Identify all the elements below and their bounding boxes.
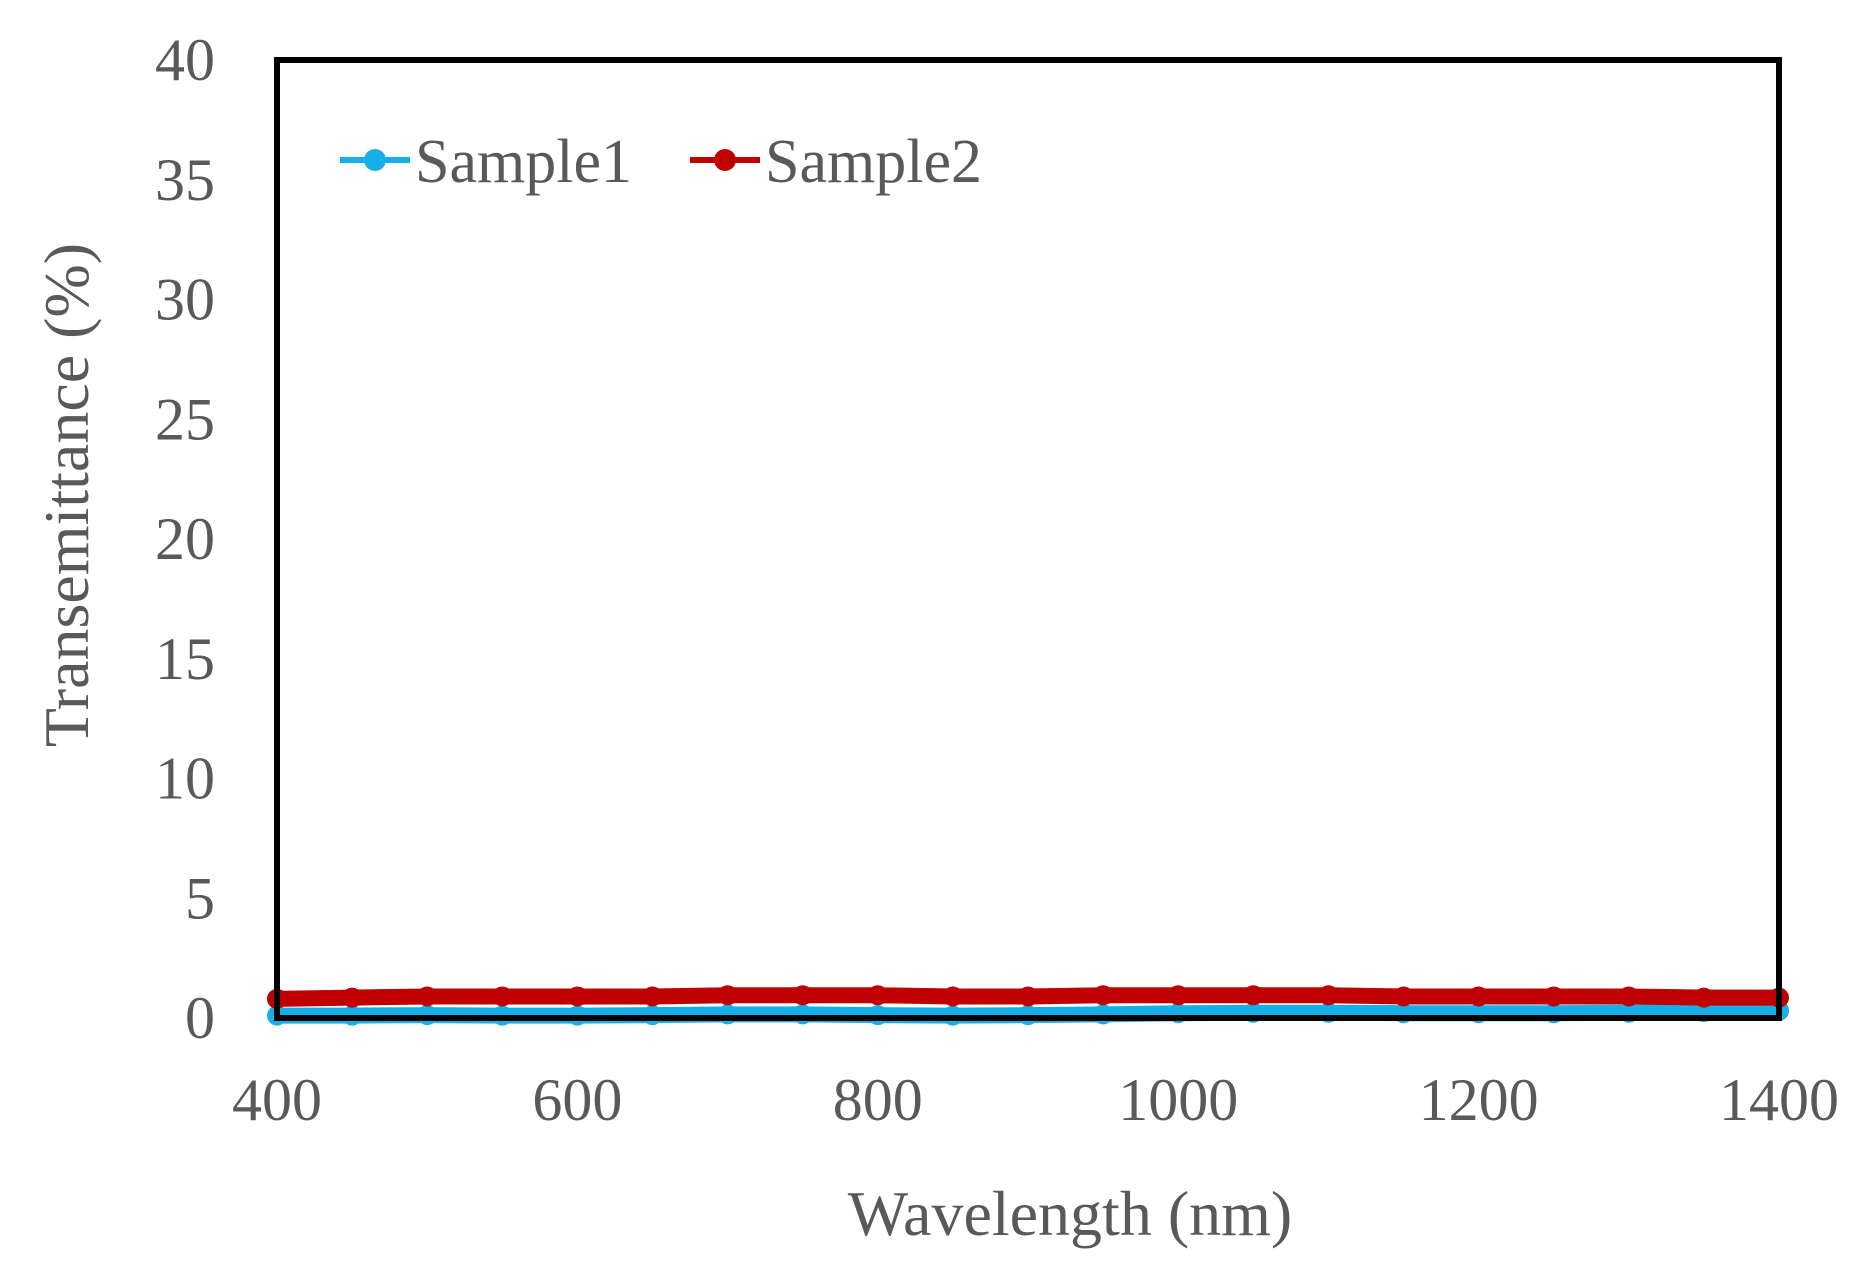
legend-label-sample1: Sample1: [415, 128, 632, 196]
plot-area-frame: [274, 57, 1782, 1021]
y-tick-label: 25: [155, 386, 215, 452]
y-tick-label: 10: [155, 746, 215, 812]
data-point-sample2: [1543, 986, 1564, 1007]
data-point-sample2: [1018, 986, 1038, 1007]
x-tick-label: 1000: [1118, 1067, 1238, 1133]
data-point-sample1: [792, 1004, 813, 1025]
data-point-sample2: [1093, 985, 1114, 1006]
y-tick-label: 20: [155, 506, 215, 572]
x-tick-label: 400: [232, 1067, 322, 1133]
data-point-sample2: [492, 986, 513, 1007]
y-tick-label: 35: [155, 147, 215, 213]
data-point-sample2: [642, 986, 663, 1007]
data-point-sample2: [717, 985, 738, 1006]
data-point-sample2: [867, 985, 888, 1006]
data-point-sample2: [1693, 987, 1714, 1008]
legend: Sample1 Sample2: [340, 128, 982, 196]
legend-marker-sample1: [364, 149, 386, 171]
data-point-sample2: [1168, 985, 1189, 1006]
y-tick-label: 15: [155, 626, 215, 692]
y-axis-title: Transemittance (%): [31, 243, 102, 747]
data-point-sample2: [1318, 985, 1339, 1006]
data-point-sample2: [792, 985, 813, 1006]
x-tick-label: 1400: [1719, 1067, 1839, 1133]
x-tick-label: 1200: [1419, 1067, 1539, 1133]
x-tick-label: 600: [532, 1067, 622, 1133]
y-tick-label: 0: [185, 985, 215, 1051]
x-axis-title: Wavelength (nm): [848, 1178, 1292, 1249]
data-point-sample2: [1468, 986, 1489, 1007]
y-tick-label: 40: [155, 27, 215, 93]
y-tick-label: 30: [155, 267, 215, 333]
legend-label-sample2: Sample2: [765, 128, 982, 196]
y-tick-labels: 0 5 10 15 20 25 30 35 40: [155, 27, 215, 1051]
x-tick-label: 800: [833, 1067, 923, 1133]
data-point-sample2: [567, 986, 588, 1007]
data-point-sample2: [1243, 985, 1264, 1006]
data-point-sample1: [1093, 1004, 1114, 1025]
data-point-sample2: [1618, 986, 1639, 1007]
data-point-sample2: [417, 986, 438, 1007]
legend-marker-sample2: [714, 149, 736, 171]
data-point-sample2: [342, 987, 363, 1008]
data-point-sample2: [942, 986, 963, 1007]
y-tick-label: 5: [185, 865, 215, 931]
data-point-sample2: [1393, 986, 1414, 1007]
x-tick-labels: 400 600 800 1000 1200 1400: [232, 1067, 1839, 1133]
data-point-sample1: [717, 1004, 738, 1025]
